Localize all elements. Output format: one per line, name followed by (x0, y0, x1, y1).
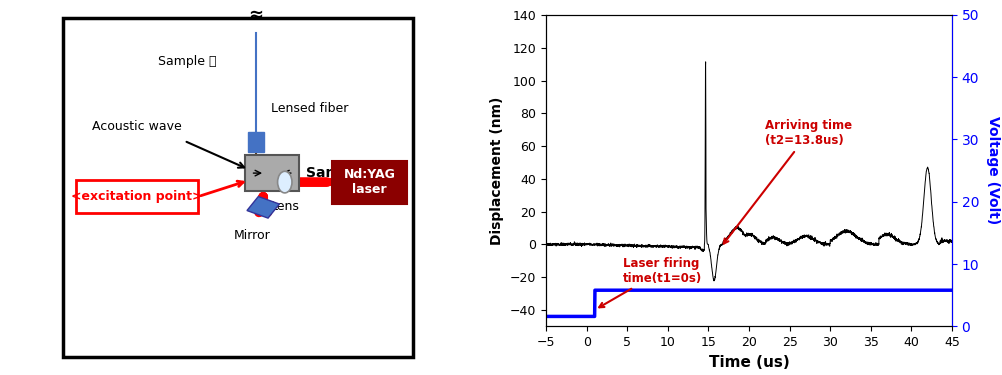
Text: Sample 단: Sample 단 (158, 55, 216, 68)
Text: Acoustic wave: Acoustic wave (92, 120, 182, 133)
Bar (76, 180, 198, 213)
Bar (259, 200, 268, 209)
Bar (332, 160, 407, 204)
Bar (264, 178, 332, 186)
Text: Arriving time
(t2=13.8us): Arriving time (t2=13.8us) (723, 119, 853, 244)
Text: Lensed fiber: Lensed fiber (272, 102, 349, 115)
Text: <excitation point>: <excitation point> (71, 190, 203, 203)
X-axis label: Time (us): Time (us) (708, 354, 790, 369)
Text: Sample: Sample (307, 166, 365, 180)
Bar (248, 132, 264, 152)
Text: Mirror: Mirror (234, 229, 271, 242)
Text: Lens: Lens (271, 200, 300, 213)
Y-axis label: Voltage (Volt): Voltage (Volt) (986, 117, 1000, 225)
Polygon shape (246, 196, 280, 218)
Text: Nd:YAG
laser: Nd:YAG laser (344, 168, 396, 196)
Text: Laser firing
time(t1=0s): Laser firing time(t1=0s) (599, 256, 702, 307)
Ellipse shape (278, 171, 292, 193)
Text: ≈: ≈ (248, 6, 264, 24)
Y-axis label: Displacement (nm): Displacement (nm) (490, 96, 504, 245)
Bar (245, 155, 300, 191)
